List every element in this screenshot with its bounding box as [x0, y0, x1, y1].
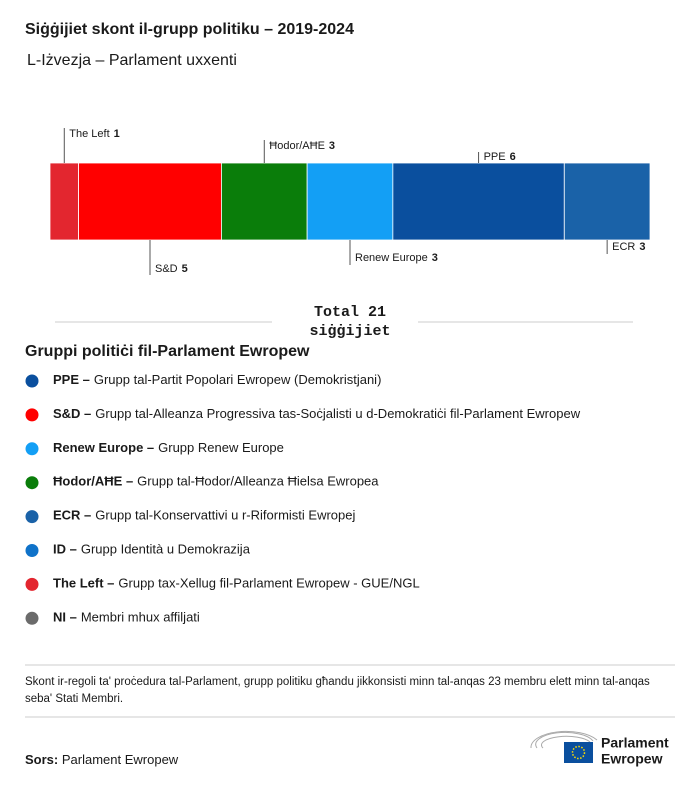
segment-label: Renew Europe 3: [355, 252, 438, 264]
segment-name: Ħodor/AĦE: [269, 140, 325, 152]
legend-name: S&D –: [53, 406, 91, 421]
total-label: Total: [314, 304, 359, 321]
legend-name: NI –: [53, 610, 77, 625]
legend-entry: ECR – Grupp tal-Konservattivi u r-Riformi…: [53, 508, 355, 523]
legend-name: Renew Europe –: [53, 440, 154, 455]
legend-name: ID –: [53, 542, 77, 557]
segment-name: The Left: [69, 128, 109, 140]
legend-swatch: [25, 577, 39, 591]
segment-label: ECR 3: [612, 241, 645, 253]
segment-value: 1: [114, 128, 120, 140]
legend-description: Grupp tal-Konservattivi u r-Riformisti E…: [95, 508, 355, 523]
segment-name: Renew Europe: [355, 252, 428, 264]
segment-value: 6: [510, 151, 516, 163]
legend-swatch: [25, 408, 39, 422]
bar-segment: [392, 162, 565, 241]
total-unit: siġġijiet: [309, 323, 390, 340]
legend-title: Gruppi politiċi fil-Parlament Ewropew: [25, 343, 310, 360]
legend-description: Grupp Identità u Demokrazija: [81, 542, 251, 557]
legend-description: Membri mhux affiljati: [81, 610, 200, 625]
segment-label: S&D 5: [155, 263, 188, 275]
legend-swatch: [25, 611, 39, 625]
source-label: Sors:: [25, 752, 58, 767]
segment-value: 3: [432, 252, 438, 264]
segment-value: 3: [329, 140, 335, 152]
segment-name: PPE: [484, 151, 506, 163]
legend-swatch: [25, 510, 39, 524]
legend-entry: NI – Membri mhux affiljati: [53, 610, 200, 625]
chart-subtitle: L-Iżvezja – Parlament uxxenti: [27, 52, 237, 69]
legend-description: Grupp tax-Xellug fil-Parlament Ewropew -…: [118, 576, 419, 591]
legend-description: Grupp tal-Partit Popolari Ewropew (Demok…: [94, 372, 382, 387]
legend-name: PPE –: [53, 372, 90, 387]
total-value: 21: [368, 304, 386, 321]
legend-name: The Left –: [53, 576, 114, 591]
segment-name: S&D: [155, 263, 178, 275]
source-text: Parlament Ewropew: [62, 752, 179, 767]
legend-entry: Ħodor/AĦE – Grupp tal-Ħodor/Alleanza Ħiel…: [53, 474, 379, 489]
legend-swatch: [25, 442, 39, 456]
bar-segment: [49, 162, 79, 241]
legend-entry: Renew Europe – Grupp Renew Europe: [53, 440, 284, 455]
legend-entry: ID – Grupp Identità u Demokrazija: [53, 542, 251, 557]
legend-name: Ħodor/AĦE –: [53, 474, 133, 489]
segment-label: Ħodor/AĦE 3: [269, 140, 335, 152]
legend-swatch: [25, 476, 39, 490]
bar-segment: [221, 162, 308, 241]
segment-name: ECR: [612, 241, 635, 253]
bar-segment: [78, 162, 222, 241]
logo-text: Parlament: [601, 735, 669, 751]
segment-label: PPE 6: [484, 151, 516, 163]
legend-description: Grupp tal-Alleanza Progressiva tas-Soċja…: [95, 406, 580, 421]
legend-swatch: [25, 544, 39, 557]
legend-name: ECR –: [53, 508, 91, 523]
logo-text: Ewropew: [601, 751, 663, 767]
logo: Parlament Ewropew: [530, 730, 669, 767]
segment-value: 5: [182, 263, 188, 275]
legend-swatch: [25, 374, 39, 388]
bar-segment: [306, 162, 394, 241]
note: Skont ir-regoli ta' proċedura tal-Parlam…: [25, 676, 650, 705]
chart-title: Siġġijiet skont il-grupp politiku – 2019…: [25, 21, 354, 38]
source: Sors: Parlament Ewropew: [25, 752, 179, 767]
legend-description: Grupp tal-Ħodor/Alleanza Ħielsa Ewropea: [137, 474, 379, 489]
bar-segment: [563, 162, 651, 241]
segment-label: The Left 1: [69, 128, 119, 140]
legend-description: Grupp Renew Europe: [158, 440, 284, 455]
legend-entry: S&D – Grupp tal-Alleanza Progressiva tas-…: [53, 406, 581, 421]
total: Total 21: [314, 304, 386, 321]
legend-entry: PPE – Grupp tal-Partit Popolari Ewropew (…: [53, 372, 381, 387]
segment-value: 3: [639, 241, 645, 253]
legend-entry: The Left – Grupp tax-Xellug fil-Parlament…: [53, 576, 420, 591]
